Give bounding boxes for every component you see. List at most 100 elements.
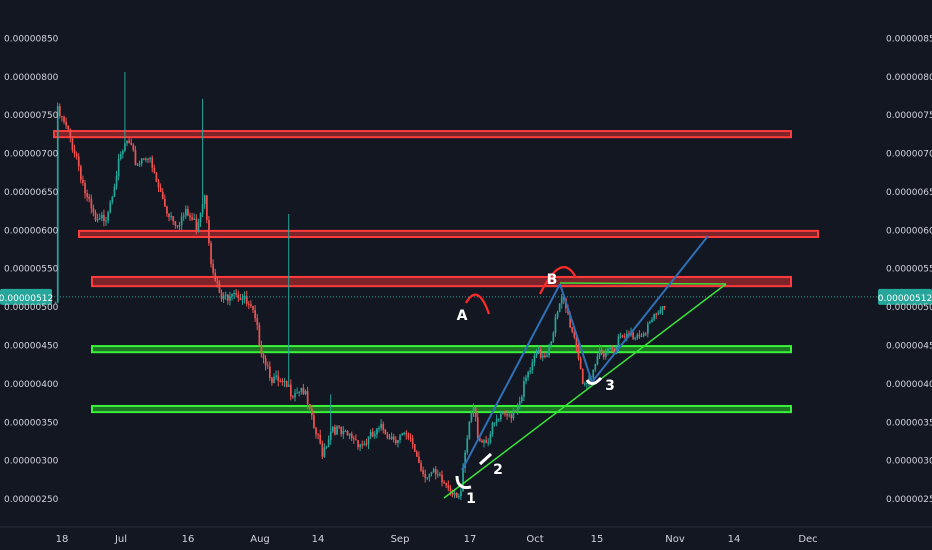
last-price-label-right: 0.00000512 xyxy=(878,294,932,304)
candle-body xyxy=(411,438,414,445)
candle-body xyxy=(657,312,660,315)
candle-body xyxy=(134,150,137,165)
candle-body xyxy=(214,272,217,282)
candle-body xyxy=(598,349,601,357)
x-tick-label: Dec xyxy=(798,534,817,545)
candle-body xyxy=(607,348,609,353)
candle-body xyxy=(77,156,80,167)
y-tick-label-left: 0.00000350 xyxy=(4,418,59,428)
candle-body xyxy=(510,414,513,419)
candle-body xyxy=(594,364,597,370)
candle-body xyxy=(508,414,511,416)
candle-body xyxy=(550,341,553,347)
candle-body xyxy=(542,355,544,358)
candle-body xyxy=(269,366,271,378)
candle-body xyxy=(376,428,378,435)
candle-body xyxy=(168,213,170,218)
candle-body xyxy=(365,443,368,445)
candle-body xyxy=(290,384,292,397)
candle-body xyxy=(329,431,332,440)
candle-body xyxy=(451,491,454,495)
candle-body xyxy=(483,440,485,443)
candle-body xyxy=(264,358,267,366)
x-tick-label: Oct xyxy=(526,534,543,545)
candle-body xyxy=(75,153,78,157)
candle-body xyxy=(584,383,586,385)
candle-body xyxy=(266,365,269,367)
candle-body xyxy=(468,421,471,439)
candle-body xyxy=(395,439,397,444)
candle-body xyxy=(227,294,229,301)
candle-body xyxy=(151,157,154,168)
candle-body xyxy=(378,428,380,430)
candle-body xyxy=(147,158,149,160)
candle-body xyxy=(96,219,99,221)
candle-body xyxy=(250,304,252,307)
candle-body xyxy=(388,437,391,439)
candle-body xyxy=(132,144,135,151)
y-tick-label-right: 0.00000250 xyxy=(886,495,932,505)
candle-body xyxy=(661,306,664,311)
candle-body xyxy=(470,412,473,422)
candle-body xyxy=(63,116,65,122)
candle-body xyxy=(185,208,187,216)
candle-body xyxy=(105,220,107,222)
candle-body xyxy=(500,414,502,420)
arc-a xyxy=(465,293,491,315)
candle-body xyxy=(258,325,261,346)
candle-body xyxy=(525,377,527,382)
candle-body xyxy=(306,391,309,405)
candle-body xyxy=(615,347,618,351)
candle-body xyxy=(346,430,349,436)
y-tick-label-right: 0.00000300 xyxy=(886,457,932,467)
candle-body xyxy=(653,314,655,320)
y-tick-label-right: 0.00000650 xyxy=(886,188,932,198)
candle-body xyxy=(98,218,101,220)
x-tick-label: Nov xyxy=(665,534,685,545)
y-tick-label-left: 0.00000650 xyxy=(4,188,59,198)
candle-body xyxy=(386,434,389,438)
candle-body xyxy=(413,444,416,452)
candle-body xyxy=(252,306,254,310)
candle-body xyxy=(350,433,353,439)
candle-body xyxy=(128,140,130,143)
candle-body xyxy=(279,381,282,383)
candle-body xyxy=(201,203,204,214)
candle-body xyxy=(149,157,151,159)
candle-body xyxy=(636,334,639,339)
channel-line xyxy=(559,283,593,383)
candle-body xyxy=(353,438,355,440)
candle-body xyxy=(344,430,347,432)
y-tick-label-right: 0.00000450 xyxy=(886,342,932,352)
candle-body xyxy=(392,436,395,440)
last-price-label-right-box xyxy=(878,288,932,305)
candle-body xyxy=(663,306,666,308)
y-tick-label-left: 0.00000400 xyxy=(4,380,59,390)
candle-body xyxy=(359,444,361,448)
candle-body xyxy=(621,335,624,337)
candle-body xyxy=(609,347,611,349)
candle-body xyxy=(458,496,460,498)
candle-body xyxy=(403,432,406,434)
x-tick-label: 17 xyxy=(464,534,477,545)
candle-body xyxy=(361,444,364,446)
x-tick-label: 15 xyxy=(591,534,604,545)
candle-body xyxy=(136,164,139,166)
candle-body xyxy=(493,422,496,424)
candle-body xyxy=(405,432,408,435)
candle-body xyxy=(596,356,599,365)
candle-body xyxy=(514,410,517,412)
candle-body xyxy=(363,443,366,446)
candle-body xyxy=(418,456,420,463)
candle-body xyxy=(182,215,185,217)
candle-body xyxy=(117,158,120,177)
candle-body xyxy=(287,384,290,387)
candle-body xyxy=(592,369,595,378)
candle-body xyxy=(537,349,540,354)
candle-body xyxy=(439,474,441,476)
candle-body xyxy=(115,176,118,187)
candle-body xyxy=(56,106,59,303)
candle-body xyxy=(71,138,74,150)
